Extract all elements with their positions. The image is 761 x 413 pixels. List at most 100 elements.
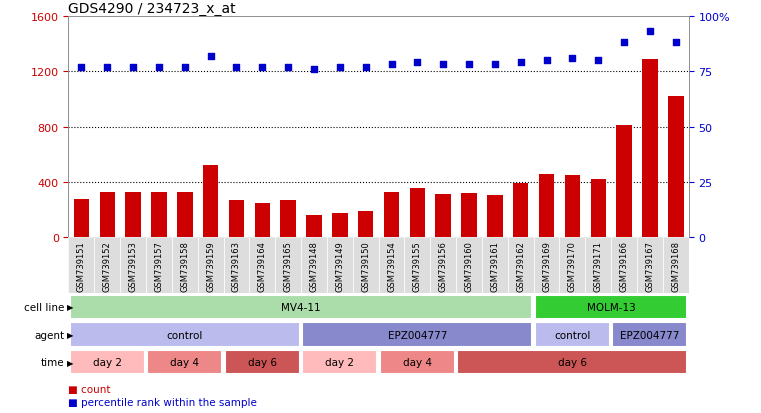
Text: GSM739171: GSM739171: [594, 241, 603, 292]
Text: day 2: day 2: [93, 357, 122, 368]
FancyBboxPatch shape: [224, 238, 250, 294]
Text: EPZ004777: EPZ004777: [620, 330, 680, 340]
FancyBboxPatch shape: [275, 238, 301, 294]
FancyBboxPatch shape: [613, 323, 687, 347]
Bar: [668, 97, 683, 238]
FancyBboxPatch shape: [302, 350, 377, 375]
Bar: [203, 166, 218, 238]
Text: day 6: day 6: [248, 357, 277, 368]
Text: GSM739155: GSM739155: [413, 241, 422, 291]
Point: [75, 64, 88, 71]
Bar: [513, 183, 528, 238]
Point: [205, 53, 217, 59]
Bar: [642, 59, 658, 238]
Point: [463, 62, 475, 69]
Text: GSM739153: GSM739153: [129, 241, 138, 292]
Point: [670, 40, 682, 46]
Text: control: control: [554, 330, 591, 340]
Text: GSM739160: GSM739160: [464, 241, 473, 292]
Point: [592, 57, 604, 64]
Point: [101, 64, 113, 71]
Text: ■ percentile rank within the sample: ■ percentile rank within the sample: [68, 397, 257, 407]
Text: day 6: day 6: [558, 357, 587, 368]
Bar: [74, 199, 89, 238]
Text: GSM739152: GSM739152: [103, 241, 112, 291]
FancyBboxPatch shape: [70, 350, 145, 375]
FancyBboxPatch shape: [198, 238, 224, 294]
Point: [489, 62, 501, 69]
Point: [256, 64, 269, 71]
Text: MOLM-13: MOLM-13: [587, 302, 635, 312]
Text: GSM739161: GSM739161: [490, 241, 499, 292]
Text: day 4: day 4: [170, 357, 199, 368]
FancyBboxPatch shape: [146, 238, 172, 294]
Bar: [280, 201, 296, 238]
Text: GSM739168: GSM739168: [671, 241, 680, 292]
Text: GSM739170: GSM739170: [568, 241, 577, 292]
FancyBboxPatch shape: [663, 238, 689, 294]
Text: MV4-11: MV4-11: [282, 302, 321, 312]
Text: day 2: day 2: [326, 357, 355, 368]
Text: ■ count: ■ count: [68, 385, 111, 394]
Text: control: control: [167, 330, 203, 340]
Point: [360, 64, 372, 71]
FancyBboxPatch shape: [456, 238, 482, 294]
FancyBboxPatch shape: [70, 295, 533, 319]
Text: GSM739149: GSM739149: [336, 241, 344, 291]
Point: [437, 62, 449, 69]
Text: GSM739154: GSM739154: [387, 241, 396, 291]
FancyBboxPatch shape: [250, 238, 275, 294]
FancyBboxPatch shape: [94, 238, 120, 294]
Point: [179, 64, 191, 71]
FancyBboxPatch shape: [585, 238, 611, 294]
Bar: [151, 192, 167, 238]
FancyBboxPatch shape: [559, 238, 585, 294]
Bar: [409, 188, 425, 238]
FancyBboxPatch shape: [70, 323, 300, 347]
Text: time: time: [41, 357, 65, 368]
Point: [411, 60, 423, 66]
FancyBboxPatch shape: [611, 238, 637, 294]
Text: agent: agent: [34, 330, 65, 340]
FancyBboxPatch shape: [353, 238, 378, 294]
Text: ▶: ▶: [67, 303, 74, 311]
Point: [618, 40, 630, 46]
Bar: [229, 201, 244, 238]
FancyBboxPatch shape: [120, 238, 146, 294]
Point: [514, 60, 527, 66]
Point: [385, 62, 397, 69]
Point: [282, 64, 295, 71]
Point: [644, 29, 656, 36]
Bar: [358, 211, 374, 238]
Text: GSM739148: GSM739148: [310, 241, 319, 292]
Bar: [565, 176, 580, 238]
Text: GSM739156: GSM739156: [438, 241, 447, 292]
FancyBboxPatch shape: [301, 238, 327, 294]
FancyBboxPatch shape: [380, 350, 455, 375]
Point: [153, 64, 165, 71]
FancyBboxPatch shape: [533, 238, 559, 294]
Bar: [306, 216, 322, 238]
Text: GSM739165: GSM739165: [284, 241, 293, 292]
Text: GSM739150: GSM739150: [361, 241, 370, 291]
Text: GSM739157: GSM739157: [154, 241, 164, 292]
Bar: [254, 203, 270, 238]
FancyBboxPatch shape: [302, 323, 533, 347]
Bar: [591, 180, 606, 238]
Text: GDS4290 / 234723_x_at: GDS4290 / 234723_x_at: [68, 2, 236, 16]
FancyBboxPatch shape: [457, 350, 687, 375]
FancyBboxPatch shape: [535, 323, 610, 347]
Text: GSM739163: GSM739163: [232, 241, 241, 292]
Text: GSM739166: GSM739166: [619, 241, 629, 292]
FancyBboxPatch shape: [327, 238, 353, 294]
FancyBboxPatch shape: [404, 238, 430, 294]
Bar: [435, 195, 451, 238]
Text: GSM739169: GSM739169: [542, 241, 551, 292]
Text: day 4: day 4: [403, 357, 431, 368]
FancyBboxPatch shape: [172, 238, 198, 294]
FancyBboxPatch shape: [378, 238, 404, 294]
Point: [231, 64, 243, 71]
Text: GSM739159: GSM739159: [206, 241, 215, 291]
Point: [127, 64, 139, 71]
Bar: [616, 126, 632, 238]
